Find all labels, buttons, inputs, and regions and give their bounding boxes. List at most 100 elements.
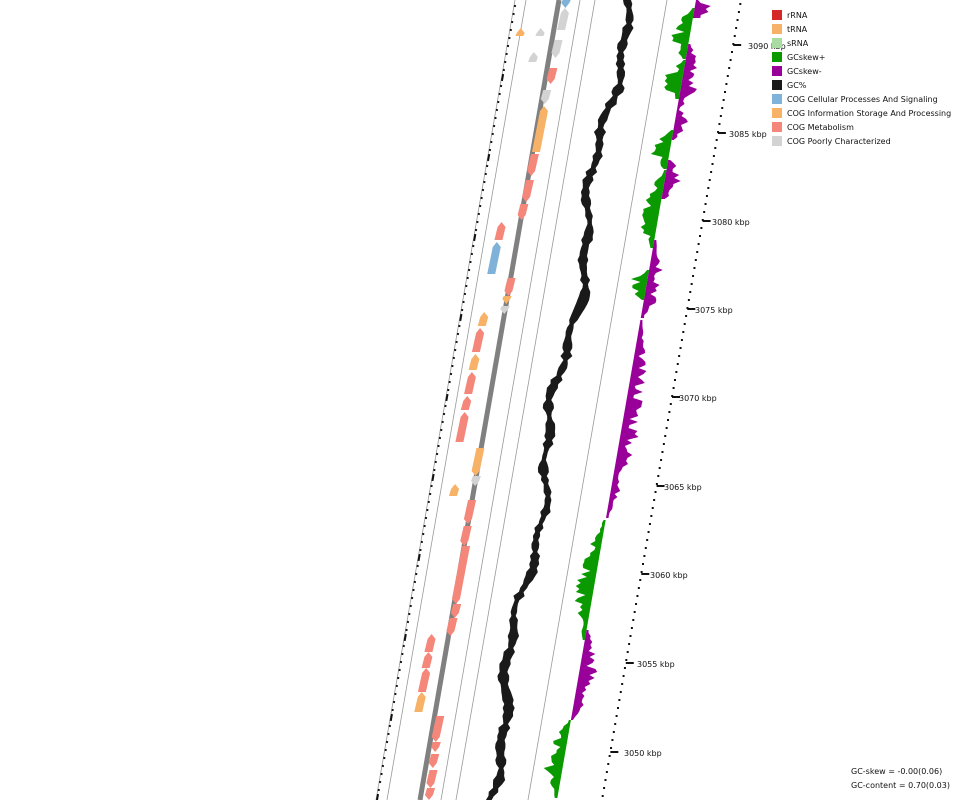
scale-tick (703, 211, 706, 213)
scale-tick (721, 107, 724, 109)
scale-tick (735, 27, 738, 29)
outer-tick (448, 380, 451, 384)
gene-feature-arrow (431, 742, 441, 752)
gene-feature-arrow (424, 788, 436, 800)
gc-skew-positive-region (640, 170, 667, 248)
scale-tick (736, 19, 739, 21)
outer-tick (442, 412, 446, 416)
scale-tick (632, 619, 635, 621)
legend-swatch (772, 122, 782, 132)
gene-feature-arrow (532, 106, 548, 152)
scale-tick (662, 443, 665, 445)
gene-feature-arrow (450, 604, 462, 618)
scale-tick (693, 267, 696, 269)
outer-tick (401, 652, 404, 656)
gene-feature-arrow (426, 770, 438, 788)
legend-swatch (772, 94, 782, 104)
kbp-label-3060: 3060 kbp (650, 571, 688, 580)
outer-tick (426, 508, 429, 512)
scale-tick (623, 667, 626, 669)
gene-feature-arrow (448, 484, 460, 496)
gene-feature-arrow (561, 0, 571, 8)
scale-tick (614, 723, 617, 725)
genome-backbone (417, 0, 562, 800)
outer-tick (419, 548, 422, 552)
outer-tick (481, 188, 485, 192)
gc-skew-positive-region (574, 520, 606, 640)
outer-tick (469, 260, 472, 264)
scale-tick (637, 587, 640, 589)
scale-tick (639, 579, 642, 581)
scale-tick (607, 763, 610, 765)
gene-feature-arrow (471, 328, 485, 352)
gene-feature-arrow (414, 692, 426, 712)
scale-tick (655, 483, 658, 485)
legend-item-cog-poorly: COG Poorly Characterized (772, 134, 951, 148)
scale-tick (622, 675, 625, 677)
outer-tick (445, 393, 449, 402)
gene-feature-arrow (451, 546, 471, 604)
scale-tick (694, 259, 697, 261)
scale-tick (612, 731, 615, 733)
outer-tick (391, 708, 394, 712)
scale-tick (698, 235, 701, 237)
scale-tick (725, 83, 728, 85)
legend-label: COG Metabolism (787, 122, 854, 132)
scale-tick (658, 467, 661, 469)
gc-content-stat: GC-content = 0.70(0.03) (851, 781, 950, 790)
legend-label: tRNA (787, 24, 808, 34)
outer-tick (495, 108, 499, 112)
scale-tick (708, 179, 711, 181)
scale-tick (739, 3, 742, 5)
kbp-labels: 3050 kbp 3055 kbp 3060 kbp 3065 kbp 3070… (624, 42, 786, 758)
gene-feature-arrow (431, 716, 445, 742)
kbp-scale-ring (601, 3, 742, 797)
outer-tick (492, 124, 496, 128)
gene-feature-arrow (463, 500, 477, 524)
scale-tick (604, 779, 607, 781)
scale-tick (685, 315, 688, 317)
gene-feature-arrow (528, 52, 538, 62)
outer-tick (513, 4, 517, 8)
gc-skew-positive-region (630, 270, 650, 300)
gene-feature-arrow (517, 204, 529, 220)
legend-swatch (772, 24, 782, 34)
gc-skew-negative-region (605, 320, 647, 518)
outer-tick (406, 620, 410, 624)
legend: rRNA tRNA sRNA GCskew+ GCskew- GC% COG C… (772, 8, 951, 148)
gene-feature-arrow (487, 242, 501, 274)
scale-tick (603, 787, 606, 789)
legend-item-srna: sRNA (772, 36, 951, 50)
outer-tick-ring (375, 4, 517, 800)
outer-tick (427, 500, 430, 504)
outer-tick (470, 252, 474, 256)
scale-tick (648, 523, 651, 525)
outer-tick (435, 452, 439, 456)
outer-tick (413, 580, 417, 584)
scale-tick (629, 635, 632, 637)
scale-tick (657, 475, 660, 477)
scale-tick (707, 187, 710, 189)
outer-tick (394, 692, 397, 696)
outer-tick (484, 172, 487, 176)
gc-skew-positive-region (664, 60, 686, 99)
outer-tick (491, 132, 494, 136)
scale-tick (683, 323, 686, 325)
kbp-label-3090: 3090 kbp (748, 42, 786, 51)
gc-skew-negative-region (640, 240, 663, 318)
outer-tick (476, 220, 479, 224)
scale-tick (726, 75, 729, 77)
scale-tick (647, 531, 650, 533)
gc-stats: GC-skew = -0.00(0.06) GC-content = 0.70(… (851, 765, 950, 793)
legend-swatch (772, 10, 782, 20)
legend-label: sRNA (787, 38, 809, 48)
legend-label: GC% (787, 80, 807, 90)
scale-tick (615, 715, 618, 717)
outer-tick (472, 244, 475, 248)
scale-tick (601, 795, 604, 797)
outer-tick (402, 644, 405, 648)
track-guides (375, 0, 668, 800)
scale-tick (687, 299, 690, 301)
legend-swatch (772, 136, 782, 146)
